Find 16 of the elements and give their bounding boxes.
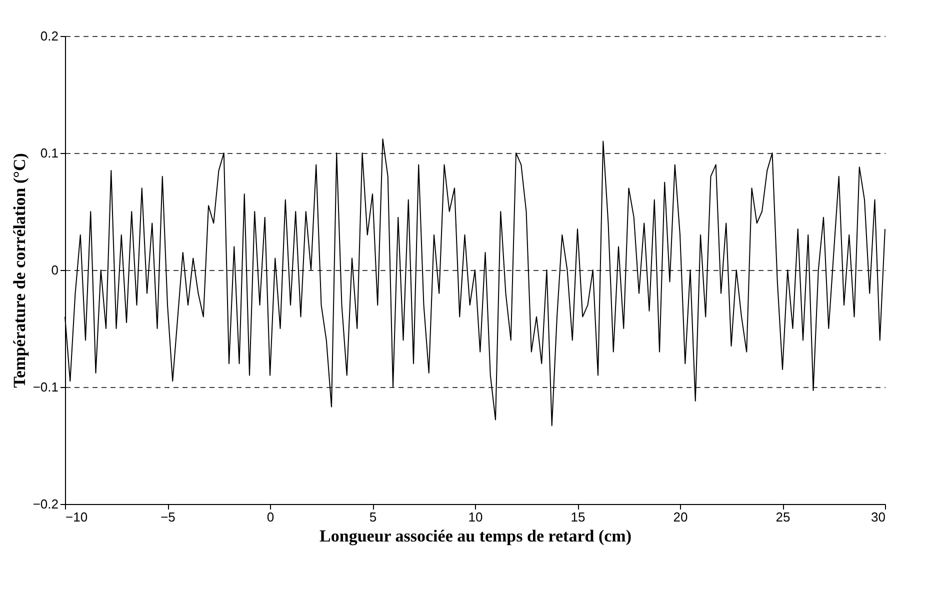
x-tick-label: 0: [266, 510, 274, 524]
x-tick-label: 10: [468, 510, 483, 524]
y-tick-label: −0.1: [32, 380, 58, 394]
x-axis-title: Longueur associée au temps de retard (cm): [320, 526, 632, 546]
y-axis-title: Température de corrélation (°C): [10, 153, 29, 388]
y-tick-label: −0.2: [32, 496, 58, 512]
y-tick-label: 0.2: [40, 28, 58, 44]
x-tick-label: 20: [673, 510, 688, 524]
x-tick-label: 15: [570, 510, 586, 524]
y-tick-label: 0.1: [40, 146, 58, 160]
x-tick-label: 25: [776, 510, 790, 524]
y-tick-label: 0: [51, 262, 58, 278]
x-tick-label: −10: [66, 510, 88, 524]
x-tick-label: −5: [160, 510, 176, 524]
x-tick-label: 5: [369, 510, 377, 524]
x-tick-label: 30: [871, 510, 886, 524]
